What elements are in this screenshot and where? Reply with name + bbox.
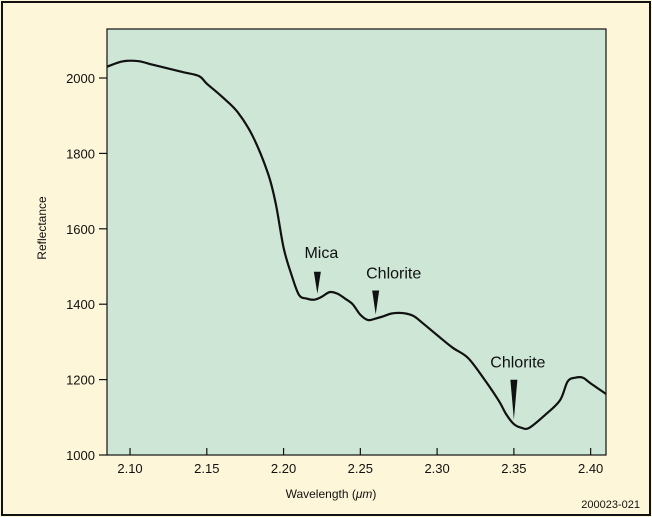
plot-area xyxy=(107,29,606,455)
y-tick-label: 1600 xyxy=(66,222,95,237)
x-axis-label-prefix: Wavelength ( xyxy=(286,487,356,501)
y-tick-label: 1400 xyxy=(66,297,95,312)
x-tick-label: 2.35 xyxy=(501,461,526,476)
tick-labels: 2.10 2.15 2.20 2.25 2.30 2.35 2.40 1000 1200 1400… xyxy=(66,71,603,476)
x-axis-label: Wavelength (μm) xyxy=(286,487,377,501)
plot-border xyxy=(106,28,607,456)
x-tick-label: 2.30 xyxy=(424,461,449,476)
annotation-label: Chlorite xyxy=(490,355,545,372)
x-tick-label: 2.20 xyxy=(271,461,296,476)
x-tick-label: 2.15 xyxy=(194,461,219,476)
annotations: Mica Chlorite Chlorite xyxy=(304,245,546,420)
reflectance-chart: 2.10 2.15 2.20 2.25 2.30 2.35 2.40 1000 1200 1400… xyxy=(35,28,640,511)
x-tick-label: 2.40 xyxy=(578,461,603,476)
x-tick-label: 2.10 xyxy=(117,461,142,476)
reflectance-series-line xyxy=(106,59,607,431)
figure-id: 200023-021 xyxy=(581,499,640,511)
annotation-pointer xyxy=(313,271,321,294)
annotation-label: Mica xyxy=(304,245,338,262)
y-tick-label: 1200 xyxy=(66,373,95,388)
annotation-pointer xyxy=(510,379,518,420)
y-tick-label: 2000 xyxy=(66,71,95,86)
y-tick-label: 1800 xyxy=(66,146,95,161)
y-axis-label: Reflectance xyxy=(35,196,49,260)
y-tick-label: 1000 xyxy=(66,448,95,463)
axis-ticks xyxy=(99,77,592,456)
x-tick-label: 2.25 xyxy=(348,461,373,476)
annotation-label: Chlorite xyxy=(366,266,421,283)
annotation-pointer xyxy=(372,290,380,315)
x-axis-label-suffix: ) xyxy=(372,487,376,501)
x-axis-label-unit: μm xyxy=(355,487,373,501)
